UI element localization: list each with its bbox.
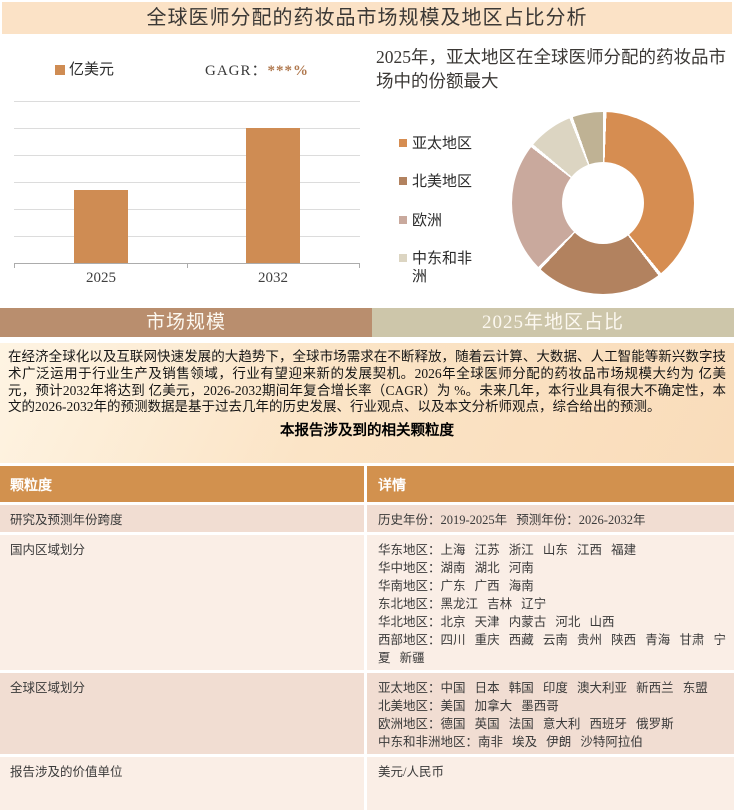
x-axis-label-2032: 2032 — [258, 270, 288, 286]
row-label-cell: 研究及预测年份跨度 — [0, 505, 364, 532]
page-title: 全球医师分配的药妆品市场规模及地区占比分析 — [2, 2, 732, 34]
tab-market-size[interactable]: 市场规模 — [0, 308, 372, 337]
column-divider — [364, 535, 367, 670]
pie-legend-label: 中东和非洲 — [412, 250, 473, 286]
pie-legend-item: 中东和非洲 — [399, 250, 485, 287]
pie-legend-item: 亚太地区 — [399, 135, 485, 153]
table-row: 报告涉及的价值单位 美元/人民币 — [0, 757, 734, 810]
tab-region-share[interactable]: 2025年地区占比 — [372, 308, 734, 337]
row-label-cell: 全球区域划分 — [0, 673, 364, 754]
row-label-cell: 国内区域划分 — [0, 535, 364, 670]
table-row: 全球区域划分 亚太地区：中国 日本 韩国 印度 澳大利亚 新西兰 东盟 北美地区：… — [0, 673, 734, 754]
row-detail-cell: 美元/人民币 — [367, 757, 734, 810]
x-axis-label-2025: 2025 — [86, 270, 116, 286]
axis-tick — [14, 264, 15, 268]
table-row: 国内区域划分 华东地区：上海 江苏 浙江 山东 江西 福建 华中地区：湖南 湖北 … — [0, 535, 734, 670]
cagr-label: GAGR： — [205, 63, 268, 79]
pie-legend-item: 北美地区 — [399, 173, 485, 191]
pie-legend-item: 欧洲 — [399, 212, 485, 230]
granularity-table: 颗粒度 详情 研究及预测年份跨度 历史年份：2019-2025年 预测年份：20… — [0, 466, 734, 810]
bar-2025 — [74, 190, 128, 263]
legend-swatch-icon — [399, 177, 407, 186]
legend-swatch-icon — [55, 65, 65, 75]
axis-tick — [187, 264, 188, 268]
legend-swatch-icon — [399, 139, 407, 147]
bar-unit-label: 亿美元 — [69, 62, 115, 78]
row-detail-cell: 亚太地区：中国 日本 韩国 印度 澳大利亚 新西兰 东盟 北美地区：美国 加拿大 … — [367, 673, 734, 754]
bar-chart-legend: 亿美元 — [55, 58, 114, 79]
summary-paragraph: 在经济全球化以及互联网快速发展的大趋势下，全球市场需求在不断释放，随着云计算、大… — [8, 349, 726, 415]
bar-2032 — [246, 128, 300, 263]
legend-swatch-icon — [399, 215, 407, 224]
column-divider — [364, 466, 367, 502]
row-label-cell: 报告涉及的价值单位 — [0, 757, 364, 810]
pie-legend: 亚太地区北美地区欧洲中东和非洲 — [399, 135, 485, 306]
cagr-annotation: GAGR：***% — [205, 59, 309, 80]
summary-section: 在经济全球化以及互联网快速发展的大趋势下，全球市场需求在不断释放，随着云计算、大… — [0, 343, 734, 463]
table-header-detail: 详情 — [378, 477, 406, 493]
pie-legend-label: 北美地区 — [412, 174, 473, 191]
donut-chart — [512, 112, 694, 294]
row-detail-cell: 历史年份：2019-2025年 预测年份：2026-2032年 — [367, 505, 734, 532]
row-detail-cell: 华东地区：上海 江苏 浙江 山东 江西 福建 华中地区：湖南 湖北 河南 华南地区：… — [367, 535, 734, 670]
bar-plot-area — [14, 101, 360, 268]
axis-tick — [359, 264, 360, 268]
cagr-value: ***% — [267, 63, 310, 79]
pie-chart-title: 2025年，亚太地区在全球医师分配的药妆品市场中的份额最大 — [376, 47, 726, 91]
table-header-row: 颗粒度 详情 — [0, 466, 734, 502]
table-row: 研究及预测年份跨度 历史年份：2019-2025年 预测年份：2026-2032… — [0, 505, 734, 532]
pie-legend-label: 亚太地区 — [412, 136, 473, 152]
section-tabs: 市场规模 2025年地区占比 — [0, 308, 734, 337]
table-caption: 本报告涉及到的相关颗粒度 — [280, 423, 454, 440]
pie-legend-label: 欧洲 — [412, 212, 443, 229]
donut-hole — [562, 162, 644, 244]
charts-row: 亿美元 GAGR：***% 2025 2032 2025年，亚太地区在全球医师分… — [0, 34, 734, 308]
column-divider — [364, 673, 367, 754]
column-divider — [364, 505, 367, 532]
legend-swatch-icon — [399, 253, 407, 262]
column-divider — [364, 757, 367, 810]
table-header-granularity: 颗粒度 — [10, 477, 52, 493]
